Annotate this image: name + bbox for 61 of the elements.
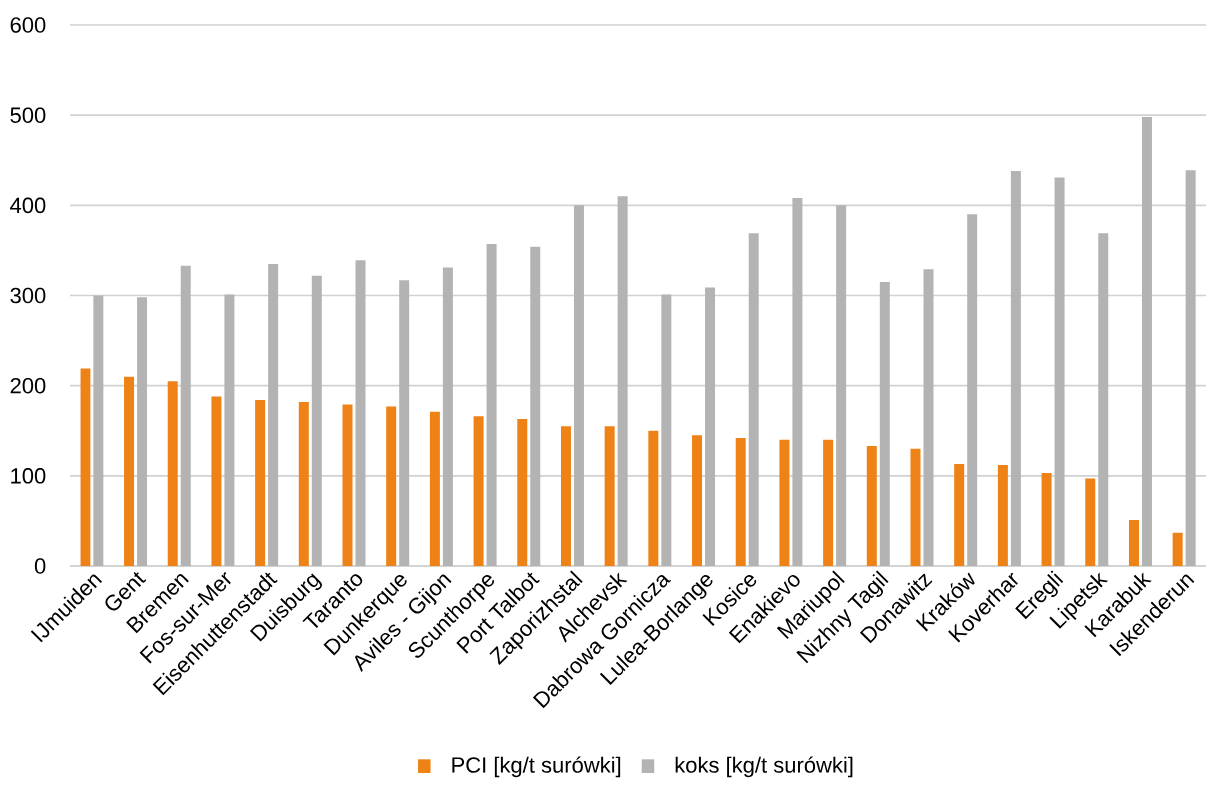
bar [923, 269, 934, 566]
y-tick-label: 300 [10, 287, 46, 304]
bar [473, 416, 484, 566]
bar [530, 246, 541, 566]
legend-label: koks [kg/t surówki] [675, 756, 853, 778]
bar [967, 214, 978, 566]
bar [517, 419, 528, 566]
bar [211, 396, 222, 566]
bar [1085, 478, 1096, 566]
bar [879, 281, 890, 566]
bar [311, 275, 322, 566]
bar [1128, 520, 1139, 566]
bar [1172, 532, 1183, 566]
bar [486, 244, 497, 566]
bar [180, 265, 191, 566]
bar [836, 205, 847, 566]
bar [137, 297, 148, 566]
bar [617, 196, 628, 566]
bar [1098, 233, 1109, 566]
y-tick-label: 100 [11, 468, 46, 484]
bar [648, 430, 659, 566]
bar [342, 404, 353, 566]
bar [779, 439, 790, 566]
bar [1041, 473, 1052, 566]
bar [1185, 170, 1196, 566]
bar [124, 376, 135, 566]
bar [429, 411, 440, 566]
legend-label: PCI [kg/t surówki] [452, 756, 621, 778]
bar [255, 400, 266, 566]
bar [661, 294, 672, 566]
bar [692, 435, 703, 566]
bar [792, 198, 803, 566]
bar [604, 426, 615, 566]
y-tick-label: 500 [10, 107, 46, 123]
bar [1141, 116, 1152, 566]
bar [355, 260, 366, 566]
bar [997, 465, 1008, 566]
bar [399, 280, 410, 566]
bar [298, 401, 309, 566]
bar [268, 263, 279, 566]
bar [224, 294, 235, 566]
bar [1010, 171, 1021, 566]
bar [167, 381, 178, 566]
bar [910, 448, 921, 566]
bar [748, 233, 759, 566]
bar [954, 464, 965, 566]
bar [866, 446, 877, 566]
bar [735, 437, 746, 566]
bar [705, 287, 716, 566]
bar [1054, 177, 1065, 566]
bar [93, 295, 104, 566]
bar [573, 205, 584, 566]
bar [823, 439, 834, 566]
bar [386, 406, 397, 566]
y-tick-label: 0 [34, 558, 46, 574]
y-tick-label: 400 [10, 197, 46, 214]
y-tick-label: 600 [10, 17, 46, 33]
y-tick-label: 200 [10, 377, 46, 394]
bar [442, 267, 453, 566]
bar [560, 426, 571, 566]
bar [80, 368, 91, 566]
